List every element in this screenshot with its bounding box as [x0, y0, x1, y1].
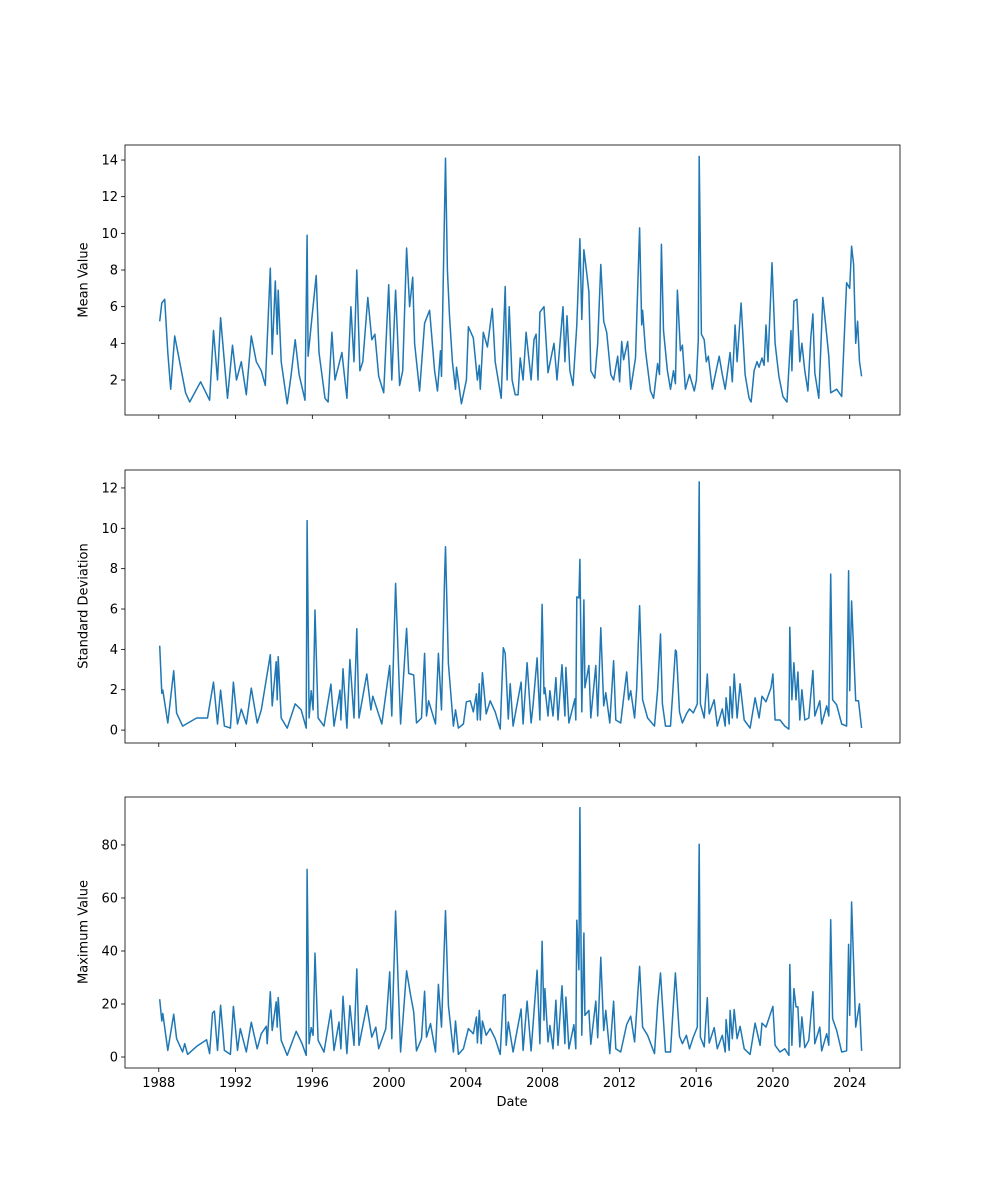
max-xtick-label-2008: 2008: [526, 1076, 559, 1091]
ylabel-mean-value: Mean Value: [76, 242, 92, 318]
max-xtick-label-2016: 2016: [680, 1076, 713, 1091]
max-series-line: [158, 806, 863, 1057]
mean-ytick-label-10: 10: [101, 227, 118, 242]
max-xtick-label-1992: 1992: [219, 1076, 252, 1091]
std-ytick-label-12: 12: [101, 481, 118, 496]
std-ytick-label-8: 8: [110, 562, 118, 577]
std-ytick-label-4: 4: [110, 643, 118, 658]
ylabel-standard-deviation: Standard Deviation: [76, 543, 92, 669]
max-ytick-label-60: 60: [101, 891, 118, 906]
ylabel-maximum-value: Maximum Value: [76, 880, 92, 984]
mean-series-line: [158, 155, 863, 405]
std-ytick-label-10: 10: [101, 522, 118, 537]
mean-ytick-label-6: 6: [110, 300, 118, 315]
max-ytick-label-80: 80: [101, 838, 118, 853]
xlabel-date: Date: [496, 1095, 528, 1110]
max-ytick-label-40: 40: [101, 944, 118, 959]
max-axes-frame: [124, 796, 901, 1069]
std-ytick-label-0: 0: [110, 724, 118, 739]
max-xtick-label-2024: 2024: [833, 1076, 866, 1091]
std-axes-frame: [124, 469, 901, 744]
max-xtick-label-2020: 2020: [756, 1076, 789, 1091]
max-xtick-label-2000: 2000: [373, 1076, 406, 1091]
max-xtick-label-1988: 1988: [142, 1076, 175, 1091]
std-ytick-label-2: 2: [110, 683, 118, 698]
max-ytick-label-20: 20: [101, 997, 118, 1012]
std-ytick-label-6: 6: [110, 603, 118, 618]
mean-ytick-label-8: 8: [110, 264, 118, 279]
mean-ytick-label-2: 2: [110, 373, 118, 388]
mean-ytick-label-14: 14: [101, 154, 118, 169]
mean-ytick-label-12: 12: [101, 190, 118, 205]
std-series-line: [158, 481, 863, 730]
max-xtick-label-1996: 1996: [296, 1076, 329, 1091]
mean-axes-frame: [124, 144, 901, 416]
max-xtick-label-2004: 2004: [449, 1076, 482, 1091]
mean-ytick-label-4: 4: [110, 337, 118, 352]
max-xtick-label-2012: 2012: [603, 1076, 636, 1091]
max-ytick-label-0: 0: [110, 1051, 118, 1066]
